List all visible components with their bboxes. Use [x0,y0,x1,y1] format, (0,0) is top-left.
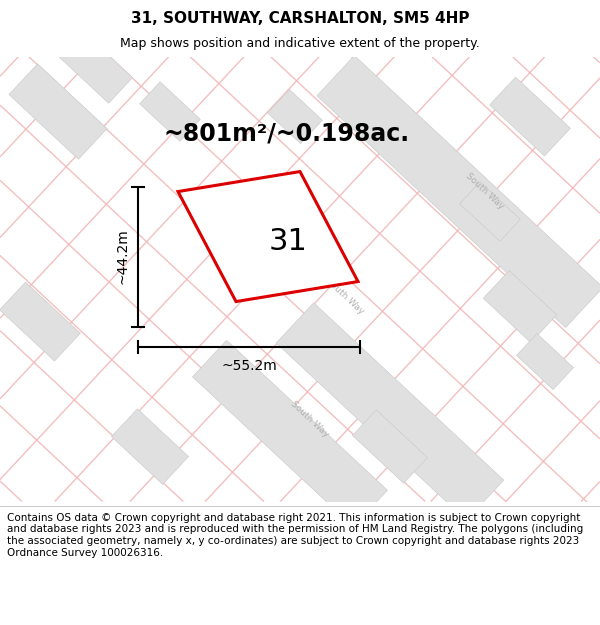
Polygon shape [112,409,188,484]
Polygon shape [317,56,600,328]
Polygon shape [140,82,200,141]
Text: Map shows position and indicative extent of the property.: Map shows position and indicative extent… [120,38,480,51]
Text: ~801m²/~0.198ac.: ~801m²/~0.198ac. [163,121,409,146]
Text: 31: 31 [269,227,307,256]
Polygon shape [517,334,574,389]
Polygon shape [178,171,358,301]
Polygon shape [9,64,107,159]
Text: Contains OS data © Crown copyright and database right 2021. This information is : Contains OS data © Crown copyright and d… [7,513,583,558]
Polygon shape [58,30,133,103]
Text: ~55.2m: ~55.2m [221,359,277,372]
Polygon shape [0,282,80,361]
Polygon shape [276,302,504,521]
Text: South Way: South Way [324,277,366,316]
Polygon shape [352,410,428,483]
Polygon shape [460,182,520,241]
Polygon shape [490,77,571,156]
Text: South Way: South Way [464,172,506,211]
Text: South Way: South Way [289,400,331,439]
Text: ~44.2m: ~44.2m [116,229,130,284]
Polygon shape [268,89,322,144]
Polygon shape [483,271,557,342]
Text: 31, SOUTHWAY, CARSHALTON, SM5 4HP: 31, SOUTHWAY, CARSHALTON, SM5 4HP [131,11,469,26]
Polygon shape [193,340,388,527]
